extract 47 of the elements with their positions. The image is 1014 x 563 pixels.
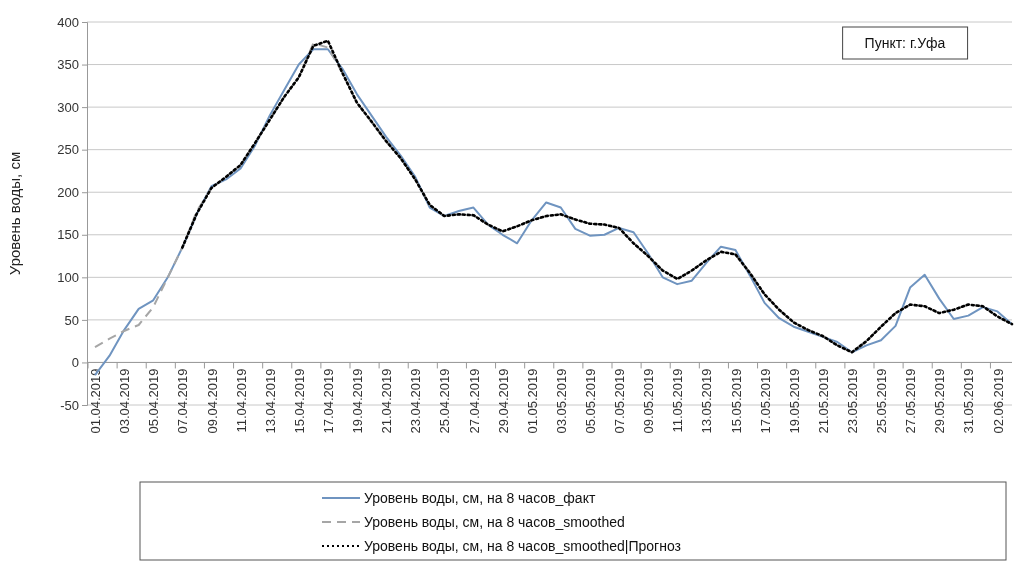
x-tick-label: 27.04.2019 [466, 368, 482, 434]
y-tick-label: -50 [60, 397, 79, 413]
legend-label: Уровень воды, см, на 8 часов_факт [364, 489, 596, 506]
x-tick-label: 17.04.2019 [320, 368, 336, 434]
x-tick-label: 23.04.2019 [408, 368, 424, 434]
y-tick-label: 50 [64, 312, 79, 328]
x-tick-label: 27.05.2019 [903, 368, 919, 434]
x-tick-label: 11.04.2019 [233, 368, 249, 433]
legend-label: Уровень воды, см, на 8 часов_smoothed [364, 513, 625, 530]
x-tick-label: 15.05.2019 [728, 368, 744, 434]
x-tick-label: 09.05.2019 [641, 368, 657, 434]
x-tick-label: 15.04.2019 [291, 368, 307, 434]
x-tick-label: 13.04.2019 [262, 368, 278, 434]
x-tick-label: 17.05.2019 [757, 368, 773, 434]
y-tick-label: 100 [57, 269, 79, 285]
annotation: Пункт: г.Уфа [864, 35, 946, 51]
x-tick-label: 25.05.2019 [874, 368, 890, 434]
x-tick-label: 05.05.2019 [582, 368, 598, 434]
x-tick-label: 19.05.2019 [786, 368, 802, 434]
y-tick-label: 350 [57, 57, 79, 73]
y-tick-label: 150 [57, 227, 79, 243]
x-tick-label: 05.04.2019 [146, 368, 162, 434]
x-tick-label: 19.04.2019 [350, 368, 366, 434]
x-tick-label: 21.04.2019 [379, 368, 395, 434]
x-tick-label: 09.04.2019 [204, 368, 220, 434]
x-tick-label: 07.04.2019 [175, 368, 191, 434]
x-tick-label: 25.04.2019 [437, 368, 453, 434]
x-tick-label: 01.04.2019 [88, 368, 104, 434]
x-tick-label: 11.05.2019 [670, 368, 686, 433]
x-tick-label: 03.04.2019 [117, 368, 133, 434]
x-tick-label: 29.04.2019 [495, 368, 511, 434]
y-tick-label: 300 [57, 99, 79, 115]
y-tick-label: 200 [57, 184, 79, 200]
x-tick-label: 13.05.2019 [699, 368, 715, 434]
x-tick-label: 01.05.2019 [524, 368, 540, 434]
y-axis-title: Уровень воды, см [6, 151, 23, 276]
x-tick-label: 21.05.2019 [815, 368, 831, 434]
y-tick-label: 0 [71, 355, 79, 371]
x-tick-label: 03.05.2019 [553, 368, 569, 434]
y-tick-label: 400 [57, 14, 79, 30]
legend-label: Уровень воды, см, на 8 часов_smoothed|Прогноз [364, 537, 681, 554]
y-tick-label: 250 [57, 142, 79, 158]
x-tick-label: 23.05.2019 [844, 368, 860, 434]
x-tick-label: 31.05.2019 [961, 368, 977, 434]
x-tick-label: 07.05.2019 [612, 368, 628, 434]
x-tick-label: 02.06.2019 [990, 368, 1006, 434]
x-tick-label: 29.05.2019 [932, 368, 948, 434]
